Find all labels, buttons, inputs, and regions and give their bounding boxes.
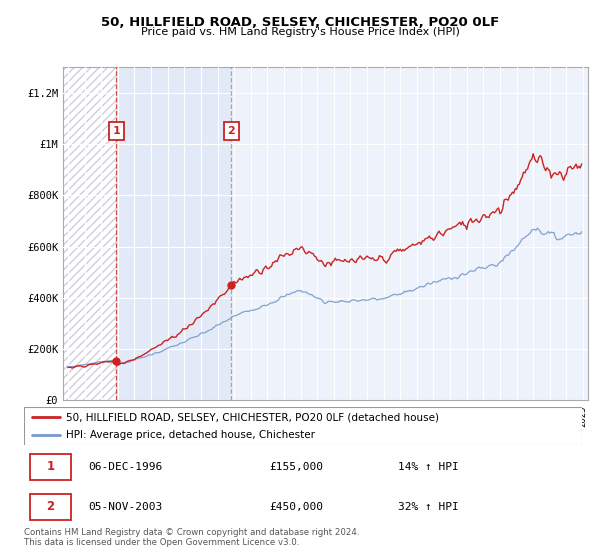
Text: 2: 2	[227, 126, 235, 136]
Text: 1: 1	[46, 460, 55, 473]
Bar	[63, 67, 116, 400]
FancyBboxPatch shape	[24, 407, 582, 445]
Text: 1: 1	[113, 126, 121, 136]
Text: 50, HILLFIELD ROAD, SELSEY, CHICHESTER, PO20 0LF: 50, HILLFIELD ROAD, SELSEY, CHICHESTER, …	[101, 16, 499, 29]
Bar	[116, 67, 232, 400]
FancyBboxPatch shape	[29, 494, 71, 520]
Bar	[63, 67, 116, 400]
Text: 50, HILLFIELD ROAD, SELSEY, CHICHESTER, PO20 0LF (detached house): 50, HILLFIELD ROAD, SELSEY, CHICHESTER, …	[66, 412, 439, 422]
Text: £155,000: £155,000	[269, 462, 323, 472]
Text: 06-DEC-1996: 06-DEC-1996	[88, 462, 163, 472]
Text: 05-NOV-2003: 05-NOV-2003	[88, 502, 163, 512]
Text: Price paid vs. HM Land Registry's House Price Index (HPI): Price paid vs. HM Land Registry's House …	[140, 27, 460, 37]
Text: £450,000: £450,000	[269, 502, 323, 512]
Text: HPI: Average price, detached house, Chichester: HPI: Average price, detached house, Chic…	[66, 430, 315, 440]
Text: 2: 2	[46, 501, 55, 514]
Text: Contains HM Land Registry data © Crown copyright and database right 2024.
This d: Contains HM Land Registry data © Crown c…	[24, 528, 359, 547]
FancyBboxPatch shape	[29, 454, 71, 480]
Text: 14% ↑ HPI: 14% ↑ HPI	[398, 462, 458, 472]
Text: 32% ↑ HPI: 32% ↑ HPI	[398, 502, 458, 512]
